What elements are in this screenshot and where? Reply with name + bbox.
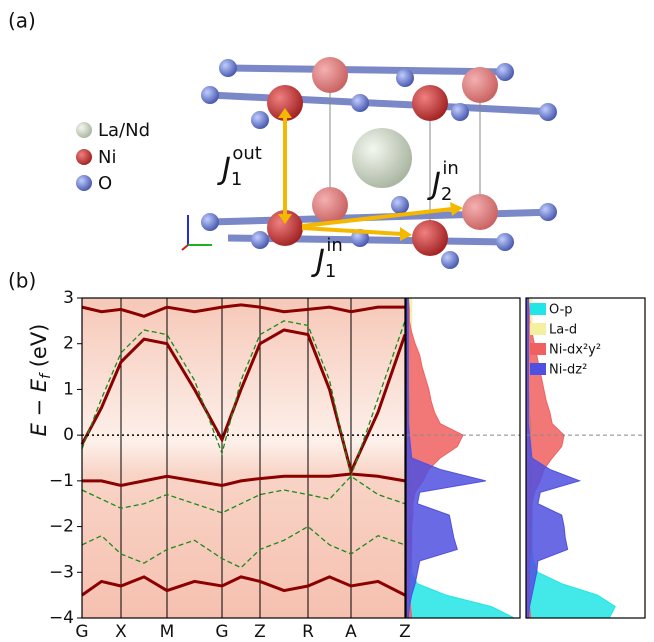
dos-area (525, 297, 582, 619)
legend-label: O (98, 173, 112, 194)
dft-band (81, 525, 406, 569)
y-tick-label: −1 (49, 471, 74, 491)
y-tick-label: −4 (49, 608, 74, 628)
y-tick-label: −2 (49, 517, 74, 537)
legend-swatch (530, 323, 546, 335)
x-tick-label: Z (254, 622, 266, 642)
y-label-sub: f (38, 372, 54, 379)
dmft-band (81, 575, 406, 597)
x-tick-label: G (215, 622, 228, 642)
x-tick-label: R (302, 622, 314, 642)
panel-label: (b) (8, 269, 36, 293)
coupling-labels: J1out J2in J1in (217, 143, 459, 282)
coupling-sub: 2 (441, 184, 452, 205)
coupling-sup: out (232, 143, 261, 164)
coupling-base: J (217, 152, 231, 187)
y-tick-label: 3 (63, 288, 74, 308)
x-tick-label: G (75, 622, 88, 642)
y-label-unit: (eV) (27, 324, 51, 374)
legend-label: La/Nd (98, 120, 150, 141)
legend-label: Ni (98, 147, 116, 168)
x-tick-label: Z (399, 622, 411, 642)
coupling-base: J (311, 244, 325, 279)
y-tick-label: 1 (63, 379, 74, 399)
y-tick-label: 0 (63, 425, 74, 445)
coupling-sub: 1 (325, 261, 336, 282)
x-tick-label: A (345, 622, 357, 642)
legend-label: Ni-dx²y² (549, 343, 601, 358)
coupling: J2 in (427, 158, 459, 205)
legend-label: O-p (549, 303, 573, 318)
legend-swatch (530, 343, 546, 355)
legend-label: La-d (549, 323, 577, 338)
panel-label: (a) (8, 9, 36, 33)
coupling-sup: in (442, 158, 458, 179)
crystal (181, 57, 557, 269)
coupling-base: J (427, 167, 441, 202)
dos-area (405, 297, 486, 619)
coupling: J1 out (217, 143, 262, 190)
x-tick-label: M (160, 622, 175, 642)
legend-swatch (530, 363, 546, 375)
dft-band (81, 475, 406, 514)
dos-frame (525, 297, 646, 619)
legend-swatch (530, 303, 546, 315)
y-label-main: E − E (27, 378, 51, 436)
coupling-sub: 1 (231, 169, 242, 190)
x-tick-label: X (115, 622, 127, 642)
legend-a: La/Nd Ni O (76, 120, 150, 194)
dos-frame (405, 297, 521, 619)
coupling-sup: in (326, 235, 342, 256)
dmft-band (81, 303, 405, 318)
legend-label: Ni-dz² (549, 363, 587, 378)
y-tick-label: −3 (49, 562, 74, 582)
band-frame (81, 297, 406, 619)
dft-band (81, 320, 406, 479)
y-axis-label: E − Ef (eV) (27, 324, 54, 437)
dmft-band (82, 472, 406, 487)
y-tick-label: 2 (63, 334, 74, 354)
